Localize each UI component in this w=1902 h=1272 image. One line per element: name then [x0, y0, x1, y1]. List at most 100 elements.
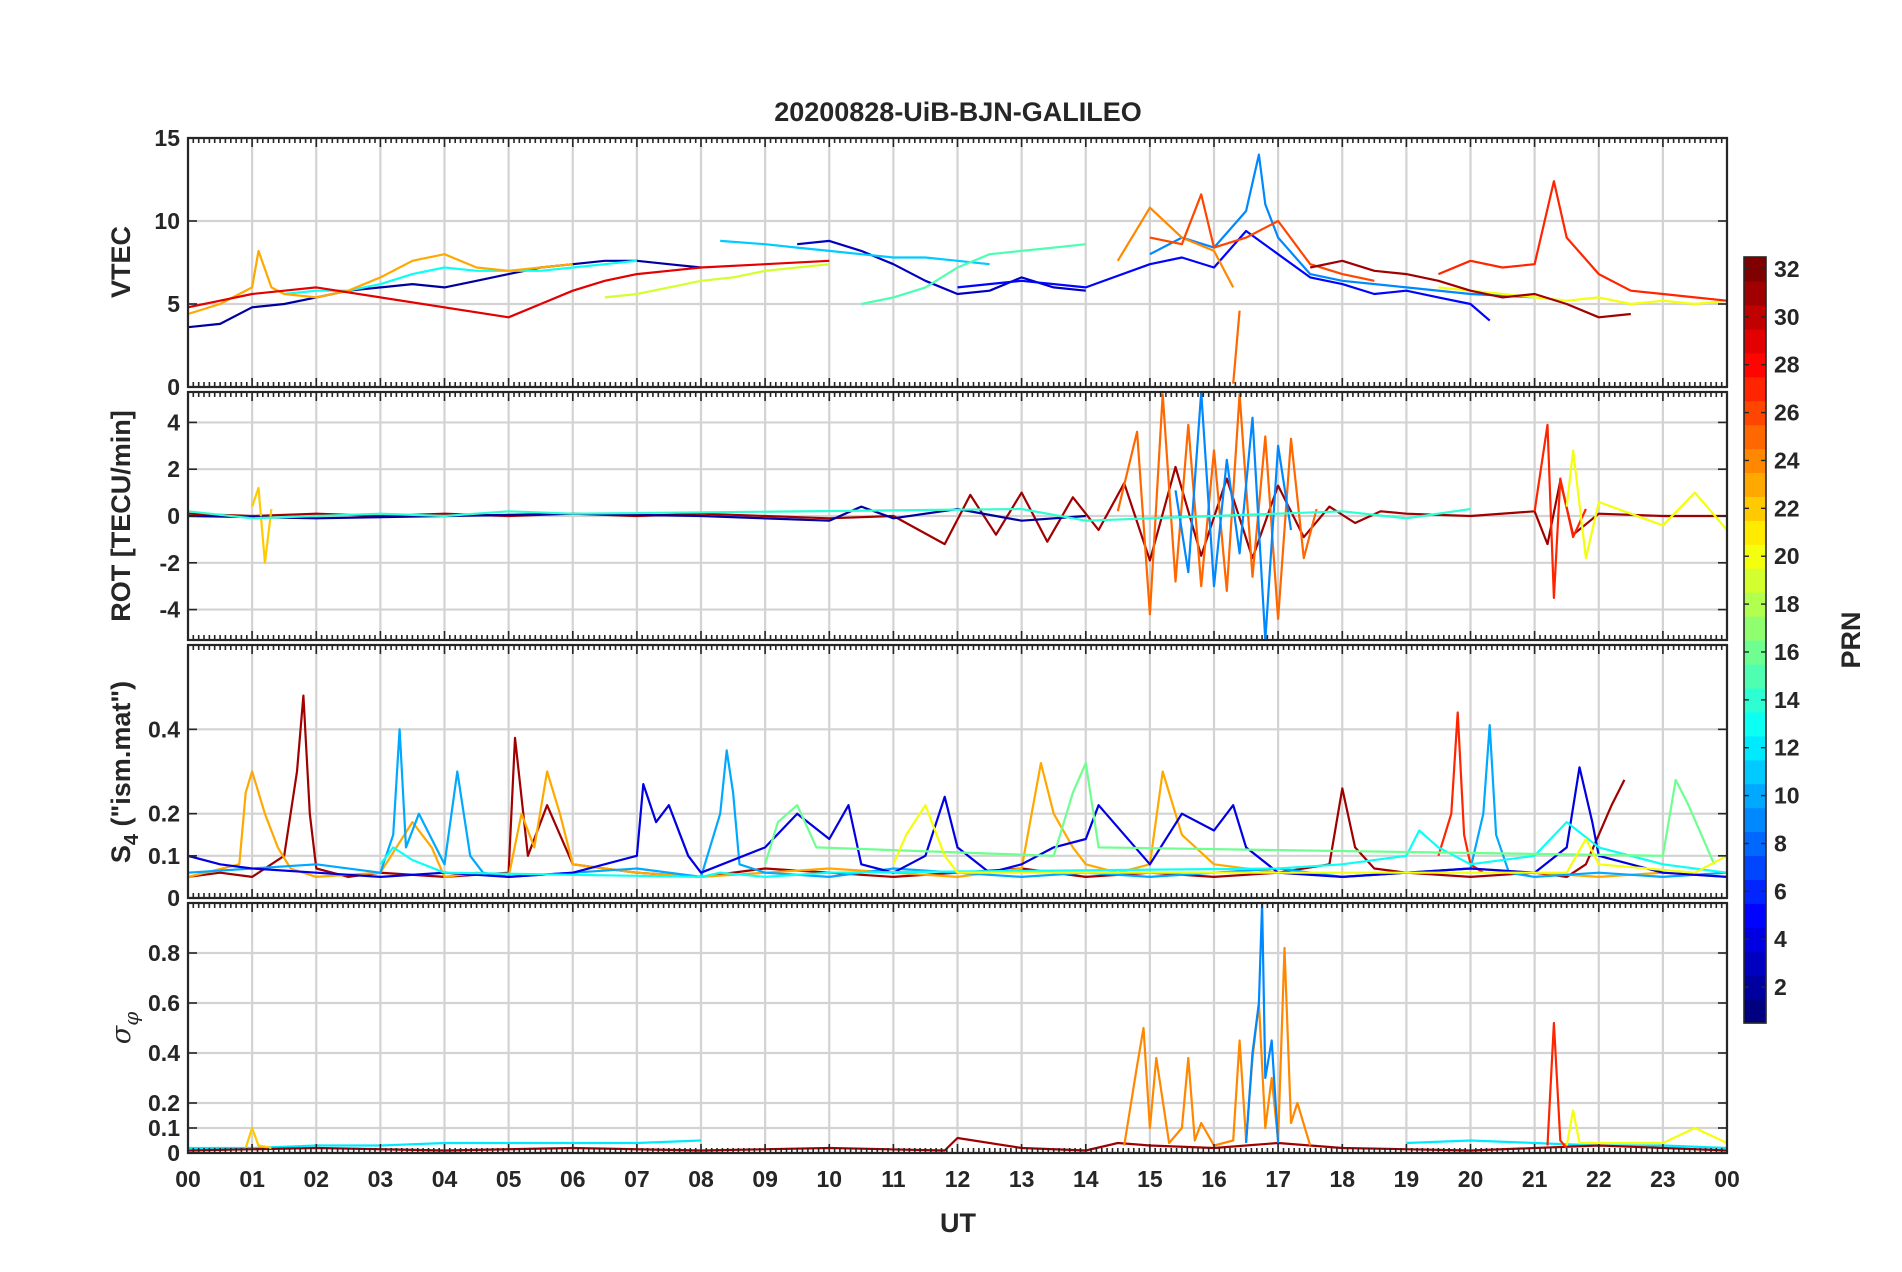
x-tick-label: 20	[1458, 1166, 1484, 1192]
y-tick-label: 0.1	[148, 1115, 180, 1141]
series-line-prn-2	[188, 505, 1086, 522]
series-line-prn-2	[188, 259, 702, 329]
y-tick-label: 2	[167, 456, 180, 482]
y-tick-label: 5	[167, 291, 180, 317]
x-tick-label: 21	[1522, 1166, 1548, 1192]
y-axis-label: σφ	[106, 1012, 143, 1044]
x-tick-label: 16	[1201, 1166, 1227, 1192]
series-line-prn-10	[188, 723, 1727, 879]
series-line-prn-12	[188, 1139, 702, 1150]
panel-frame	[186, 901, 1729, 1155]
colorbar-tick-label: 32	[1774, 256, 1800, 282]
colorbar-segment	[1744, 759, 1766, 785]
series-line-prn-27	[1437, 711, 1484, 874]
colorbar-segment	[1744, 783, 1766, 809]
colorbar-segment	[1744, 927, 1766, 952]
series-line-prn-25	[1232, 310, 1241, 384]
x-tick-label: 00	[1714, 1166, 1740, 1192]
colorbar-tick-label: 18	[1774, 591, 1800, 617]
series-line-prn-31	[1309, 259, 1631, 319]
series-line-prn-22	[251, 486, 273, 564]
colorbar-tick-label: 2	[1774, 974, 1787, 1000]
panel-vtec: 0 5 10 15 VTEC	[106, 125, 1729, 400]
colorbar-segment	[1744, 807, 1766, 833]
series-group	[188, 153, 1727, 384]
x-tick-label: 06	[560, 1166, 586, 1192]
series-line-prn-20	[1565, 449, 1727, 560]
y-tick-label: 0.2	[148, 1090, 180, 1116]
x-tick-label: 13	[1009, 1166, 1035, 1192]
y-tick-label: 0.8	[148, 940, 180, 966]
x-tick-label: 14	[1073, 1166, 1099, 1192]
colorbar-segment	[1744, 472, 1766, 497]
colorbar-segment	[1744, 711, 1766, 737]
colorbar-segment	[1744, 687, 1766, 713]
colorbar-segment	[1744, 951, 1766, 976]
series-line-prn-27	[1546, 1021, 1568, 1149]
chart-title: 20200828-UiB-BJN-GALILEO	[774, 97, 1142, 127]
colorbar-segment	[1744, 544, 1766, 569]
series-line-prn-11	[720, 239, 990, 266]
x-tick-label: 10	[816, 1166, 842, 1192]
series-group	[188, 694, 1727, 879]
series-line-prn-27	[1533, 423, 1587, 600]
colorbar-segment	[1744, 903, 1766, 928]
y-tick-label: 0.2	[148, 801, 180, 827]
colorbar-segment	[1744, 424, 1766, 450]
colorbar-segment	[1744, 735, 1766, 761]
x-tick-label: 05	[496, 1166, 522, 1192]
y-axis-label: ROT [TECU/min]	[106, 410, 136, 621]
series-line-prn-24	[1123, 946, 1312, 1147]
panel-rot: -4 -2 0 2 4 ROT [TECU/min]	[106, 390, 1729, 642]
y-tick-label: 0.4	[148, 1040, 180, 1066]
colorbar-segment	[1744, 975, 1766, 1000]
series-line-prn-15	[861, 243, 1086, 306]
x-tick-label: 03	[368, 1166, 394, 1192]
series-line-prn-13	[379, 820, 1727, 879]
colorbar-segment	[1744, 400, 1766, 426]
x-tick-label: 01	[239, 1166, 265, 1192]
series-line-prn-29	[188, 259, 830, 319]
colorbar-segment	[1744, 640, 1766, 665]
series-line-prn-16	[764, 761, 1716, 865]
colorbar-segment	[1744, 328, 1766, 354]
series-line-prn-20	[1565, 1109, 1727, 1146]
y-tick-label: 0	[167, 885, 180, 911]
series-line-prn-19	[604, 263, 830, 299]
colorbar-segment	[1744, 376, 1766, 402]
y-axis-label: VTEC	[106, 226, 136, 298]
colorbar-tick-label: 12	[1774, 735, 1800, 761]
y-tick-label: 4	[167, 409, 180, 435]
x-tick-label: 12	[945, 1166, 971, 1192]
x-tick-label: 02	[303, 1166, 329, 1192]
colorbar-segment	[1744, 663, 1766, 689]
series-line-prn-9	[1149, 153, 1535, 299]
colorbar-segment	[1744, 592, 1766, 617]
colorbar-segment	[1744, 304, 1766, 330]
colorbar-tick-label: 28	[1774, 352, 1800, 378]
y-tick-label: 0.6	[148, 990, 180, 1016]
colorbar-tick-label: 20	[1774, 543, 1800, 569]
y-tick-label: 15	[154, 125, 180, 151]
x-tick-label: 07	[624, 1166, 650, 1192]
x-tick-label: 22	[1586, 1166, 1612, 1192]
colorbar-tick-label: 16	[1774, 639, 1800, 665]
series-line-prn-22	[244, 1126, 272, 1150]
series-line-prn-24	[1116, 206, 1235, 288]
series-line-prn-9	[1174, 392, 1293, 640]
y-tick-label: 0.4	[148, 716, 180, 742]
colorbar-label: PRN	[1836, 611, 1866, 668]
panel-frame	[186, 643, 1729, 900]
series-group	[188, 392, 1727, 640]
x-tick-label: 00	[175, 1166, 201, 1192]
series-line-prn-14	[188, 507, 1471, 522]
colorbar-segment	[1744, 616, 1766, 641]
colorbar-tick-label: 26	[1774, 400, 1800, 426]
colorbar-segment	[1744, 831, 1766, 857]
x-tick-label: 04	[432, 1166, 458, 1192]
colorbar-tick-label: 6	[1774, 878, 1787, 904]
colorbar-segment	[1744, 257, 1766, 282]
colorbar-tick-label: 10	[1774, 783, 1800, 809]
